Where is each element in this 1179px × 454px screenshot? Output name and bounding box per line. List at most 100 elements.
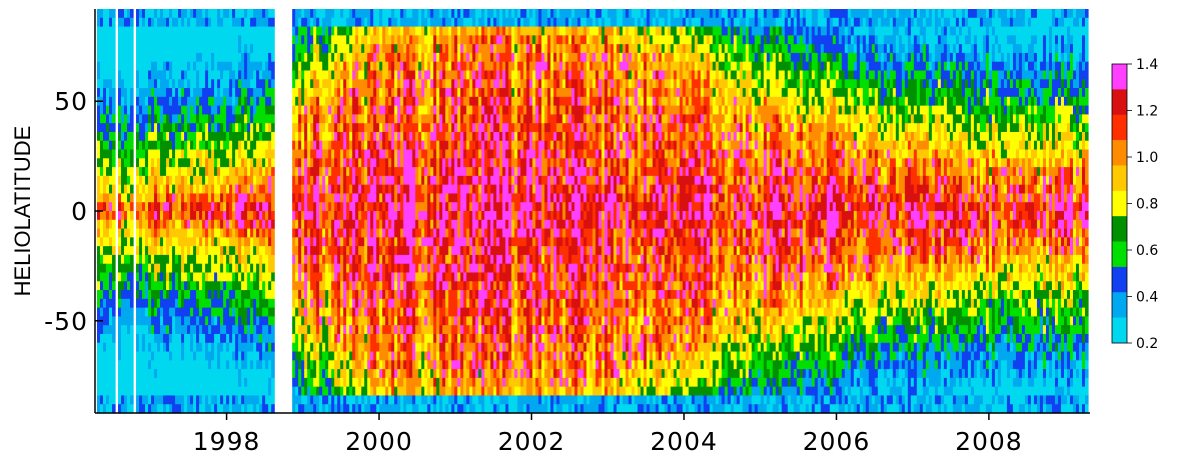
heatmap-cell <box>127 175 131 186</box>
heatmap-cell <box>118 263 122 274</box>
heatmap-cell <box>256 316 260 326</box>
heatmap-cell <box>178 228 182 238</box>
heatmap-cell <box>196 360 200 370</box>
heatmap-cell <box>307 360 311 370</box>
heatmap-cell <box>184 105 188 115</box>
heatmap-cell <box>304 131 308 142</box>
heatmap-cell <box>118 9 122 19</box>
heatmap-cell <box>304 342 308 353</box>
heatmap-cell <box>256 96 260 107</box>
heatmap-cell <box>106 290 110 300</box>
heatmap-cell <box>178 404 182 414</box>
heatmap-cell <box>235 202 239 212</box>
heatmap-cell <box>166 96 170 107</box>
heatmap-cell <box>142 202 146 212</box>
heatmap-cell <box>247 219 251 230</box>
heatmap-cell <box>244 61 248 72</box>
heatmap-cell <box>160 395 164 405</box>
heatmap-cell <box>217 281 221 291</box>
heatmap-cell <box>196 193 200 203</box>
heatmap-cell <box>220 88 224 98</box>
heatmap-cell <box>265 149 269 159</box>
heatmap-cell <box>196 254 200 265</box>
heatmap-cell <box>178 202 182 212</box>
heatmap-column <box>121 9 125 414</box>
heatmap-cell <box>298 131 302 142</box>
heatmap-cell <box>232 149 236 159</box>
heatmap-cell <box>259 325 263 335</box>
heatmap-cell <box>175 61 179 72</box>
heatmap-cell <box>169 290 173 300</box>
heatmap-cell <box>256 131 260 142</box>
heatmap-cell <box>142 52 146 63</box>
heatmap-cell <box>97 360 101 370</box>
heatmap-cell <box>220 386 224 397</box>
heatmap-cell <box>202 44 206 54</box>
heatmap-cell <box>148 316 152 326</box>
heatmap-cell <box>163 211 167 221</box>
heatmap-cell <box>154 88 158 98</box>
heatmap-cell <box>301 272 305 282</box>
heatmap-cell <box>211 246 215 256</box>
heatmap-cell <box>247 254 251 265</box>
heatmap-cell <box>163 272 167 282</box>
heatmap-cell <box>121 96 125 107</box>
heatmap-cell <box>160 123 164 133</box>
heatmap-cell <box>118 272 122 282</box>
heatmap-cell <box>145 246 149 256</box>
heatmap-column <box>208 9 212 414</box>
heatmap-cell <box>232 342 236 353</box>
heatmap-cell <box>217 140 221 151</box>
heatmap-cell <box>142 211 146 221</box>
heatmap-cell <box>106 167 110 177</box>
heatmap-cell <box>97 149 101 159</box>
heatmap-cell <box>142 17 146 28</box>
heatmap-cell <box>142 272 146 282</box>
heatmap-cell <box>265 246 269 256</box>
heatmap-cell <box>304 26 308 36</box>
heatmap-cell <box>241 114 245 124</box>
heatmap-cell <box>187 316 191 326</box>
heatmap-cell <box>253 219 257 230</box>
heatmap-cell <box>310 202 314 212</box>
heatmap-cell <box>271 44 275 54</box>
heatmap-cell <box>136 325 140 335</box>
heatmap-cell <box>127 202 131 212</box>
heatmap-cell <box>244 263 248 274</box>
heatmap-cell <box>262 219 266 230</box>
heatmap-cell <box>181 325 185 335</box>
heatmap-cell <box>175 404 179 414</box>
heatmap-cell <box>235 52 239 63</box>
heatmap-cell <box>139 158 143 168</box>
heatmap-cell <box>292 35 296 45</box>
heatmap-cell <box>193 131 197 142</box>
heatmap-cell <box>169 158 173 168</box>
heatmap-cell <box>214 237 218 247</box>
heatmap-cell <box>259 281 263 291</box>
heatmap-cell <box>199 211 203 221</box>
heatmap-cell <box>268 140 272 151</box>
heatmap-cell <box>268 316 272 326</box>
heatmap-cell <box>298 79 302 89</box>
heatmap-cell <box>103 237 107 247</box>
heatmap-cell <box>142 123 146 133</box>
heatmap-cell <box>208 114 212 124</box>
heatmap-cell <box>184 290 188 300</box>
heatmap-cell <box>214 123 218 133</box>
heatmap-cell <box>307 26 311 36</box>
heatmap-cell <box>178 131 182 142</box>
heatmap-cell <box>232 114 236 124</box>
heatmap-cell <box>148 307 152 317</box>
heatmap-cell <box>208 307 212 317</box>
heatmap-cell <box>187 395 191 405</box>
heatmap-cell <box>124 202 128 212</box>
heatmap-cell <box>229 316 233 326</box>
heatmap-cell <box>202 395 206 405</box>
heatmap-cell <box>301 202 305 212</box>
heatmap-cell <box>172 333 176 344</box>
heatmap-cell <box>196 158 200 168</box>
heatmap-cell <box>205 105 209 115</box>
heatmap-cell <box>187 228 191 238</box>
heatmap-cell <box>307 211 311 221</box>
heatmap-cell <box>151 333 155 344</box>
